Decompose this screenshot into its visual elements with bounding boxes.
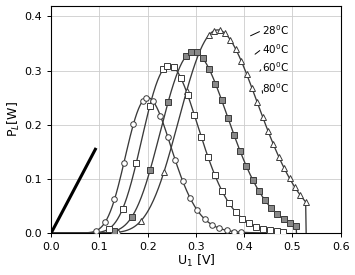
- Text: 80$^0$C: 80$^0$C: [262, 81, 289, 95]
- Text: 28$^0$C: 28$^0$C: [262, 24, 289, 37]
- X-axis label: U$_1$ [V]: U$_1$ [V]: [177, 253, 215, 270]
- Text: 60$^0$C: 60$^0$C: [262, 60, 289, 74]
- Text: 40$^0$C: 40$^0$C: [262, 42, 289, 56]
- Y-axis label: P$_L$[W]: P$_L$[W]: [6, 101, 22, 137]
